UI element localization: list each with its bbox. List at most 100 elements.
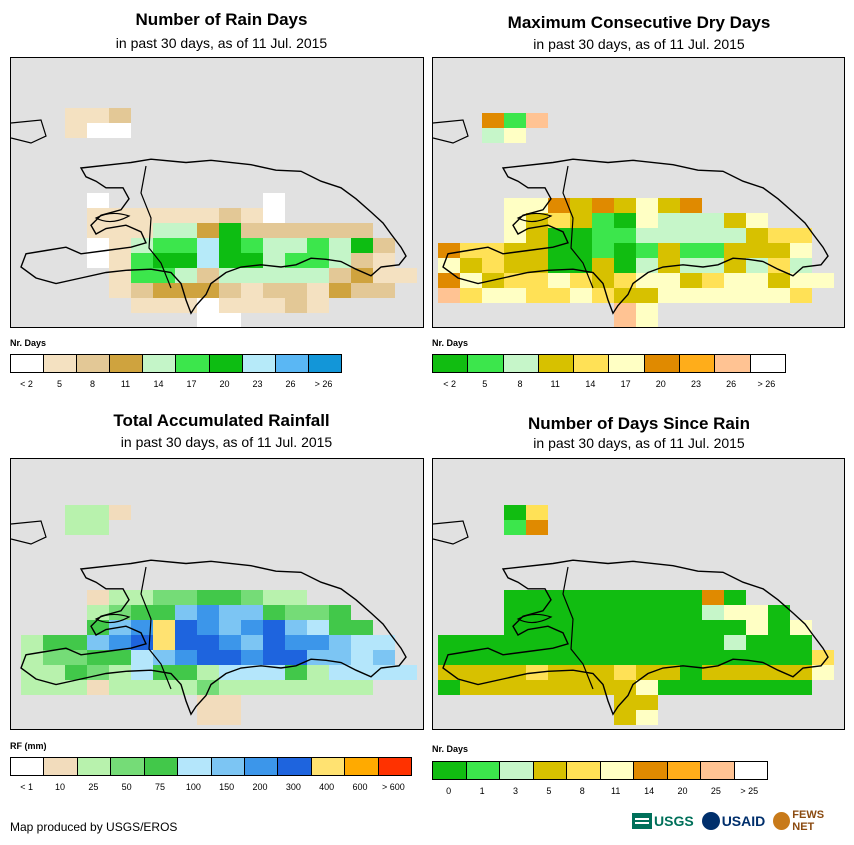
coastline-hispaniola bbox=[20, 158, 407, 315]
grid-cell bbox=[526, 213, 548, 228]
grid-cell bbox=[175, 238, 197, 253]
grid-cell bbox=[680, 680, 702, 695]
legend-swatch bbox=[143, 355, 177, 372]
grid-cell bbox=[592, 228, 614, 243]
legend-label: < 2 bbox=[443, 379, 456, 389]
grid-cell bbox=[570, 620, 592, 635]
grid-cell bbox=[109, 238, 131, 253]
grid-cell bbox=[636, 635, 658, 650]
panel1-legend-title: Nr. Days bbox=[10, 338, 47, 348]
grid-cell bbox=[614, 228, 636, 243]
grid-cell bbox=[746, 288, 768, 303]
grid-cell bbox=[702, 665, 724, 680]
legend-swatch bbox=[11, 758, 45, 775]
grid-cell bbox=[482, 128, 504, 143]
grid-cell bbox=[263, 298, 285, 313]
legend-label: 0 bbox=[446, 786, 452, 796]
panel3-map bbox=[10, 458, 424, 730]
grid-cell bbox=[460, 650, 482, 665]
legend-label: 26 bbox=[726, 379, 737, 389]
grid-cell bbox=[438, 243, 460, 258]
legend-label: 20 bbox=[677, 786, 688, 796]
grid-cell bbox=[87, 193, 109, 208]
grid-cell bbox=[592, 243, 614, 258]
grid-cell bbox=[570, 665, 592, 680]
grid-cell bbox=[329, 238, 351, 253]
panel2-legend-title: Nr. Days bbox=[432, 338, 469, 348]
grid-cell bbox=[724, 650, 746, 665]
grid-cell bbox=[570, 680, 592, 695]
grid-cell bbox=[658, 620, 680, 635]
grid-cell bbox=[460, 288, 482, 303]
grid-cell bbox=[373, 650, 395, 665]
legend-swatch bbox=[715, 355, 751, 372]
grid-cell bbox=[614, 288, 636, 303]
grid-cell bbox=[614, 318, 636, 327]
grid-cell bbox=[263, 680, 285, 695]
legend-swatch bbox=[533, 762, 567, 779]
grid-cell bbox=[504, 665, 526, 680]
grid-cell bbox=[636, 228, 658, 243]
grid-cell bbox=[263, 223, 285, 238]
coastline-hispaniola bbox=[442, 158, 829, 315]
legend-label: 25 bbox=[710, 786, 721, 796]
grid-cell bbox=[87, 238, 109, 253]
grid-cell bbox=[285, 238, 307, 253]
legend-swatch bbox=[11, 355, 45, 372]
grid-cell bbox=[570, 605, 592, 620]
grid-cell bbox=[702, 228, 724, 243]
legend-swatch bbox=[278, 758, 312, 775]
grid-cell bbox=[724, 665, 746, 680]
grid-cell bbox=[592, 605, 614, 620]
grid-cell bbox=[351, 238, 373, 253]
grid-cell bbox=[592, 680, 614, 695]
grid-cell bbox=[614, 695, 636, 710]
panel1-map bbox=[10, 57, 424, 328]
grid-cell bbox=[329, 268, 351, 283]
legend-label: 400 bbox=[319, 782, 335, 792]
grid-cell bbox=[329, 680, 351, 695]
grid-cell bbox=[658, 273, 680, 288]
grid-cell bbox=[351, 680, 373, 695]
grid-cell bbox=[241, 620, 263, 635]
legend-label: 25 bbox=[88, 782, 99, 792]
grid-cell bbox=[307, 620, 329, 635]
grid-cell bbox=[636, 605, 658, 620]
grid-cell bbox=[373, 238, 395, 253]
legend-swatch bbox=[111, 758, 145, 775]
grid-cell bbox=[241, 590, 263, 605]
grid-cell bbox=[373, 283, 395, 298]
grid-cell bbox=[636, 665, 658, 680]
grid-cell bbox=[87, 208, 109, 223]
grid-cell bbox=[746, 665, 768, 680]
panel4-map-svg bbox=[433, 505, 834, 725]
grid-cell bbox=[131, 680, 153, 695]
grid-cell bbox=[43, 650, 65, 665]
legend-label: < 1 bbox=[20, 782, 34, 792]
panel3-legend-labels: < 1 10 25 50 75 100 150 200 300 400 600 > 600 bbox=[10, 782, 410, 794]
grid-cell bbox=[614, 620, 636, 635]
grid-cell bbox=[65, 635, 87, 650]
grid-cell bbox=[482, 680, 504, 695]
grid-cell bbox=[351, 635, 373, 650]
panel1-title: Number of Rain Days bbox=[135, 10, 308, 29]
grid-cells bbox=[438, 113, 834, 327]
grid-cell bbox=[570, 228, 592, 243]
legend-swatch bbox=[574, 355, 610, 372]
panel2-legend-labels: < 2 5 8 11 14 17 20 23 26 > 26 bbox=[432, 379, 784, 391]
panel1-legend-bar bbox=[10, 354, 342, 373]
fewsnet-seal-icon bbox=[773, 812, 791, 830]
grid-cell bbox=[636, 620, 658, 635]
grid-cell bbox=[680, 198, 702, 213]
grid-cell bbox=[636, 318, 658, 327]
grid-cell bbox=[504, 113, 526, 128]
grid-cell bbox=[614, 198, 636, 213]
panel1-legend-labels: < 2 5 8 11 14 17 20 23 26 > 26 bbox=[10, 379, 340, 391]
panel4-legend-title: Nr. Days bbox=[432, 744, 469, 754]
grid-cell bbox=[548, 213, 570, 228]
legend-swatch bbox=[211, 758, 245, 775]
panel3-subtitle: in past 30 days, as of 11 Jul. 2015 bbox=[120, 434, 333, 450]
legend-swatch bbox=[176, 355, 210, 372]
grid-cell bbox=[614, 258, 636, 273]
grid-cell bbox=[219, 208, 241, 223]
